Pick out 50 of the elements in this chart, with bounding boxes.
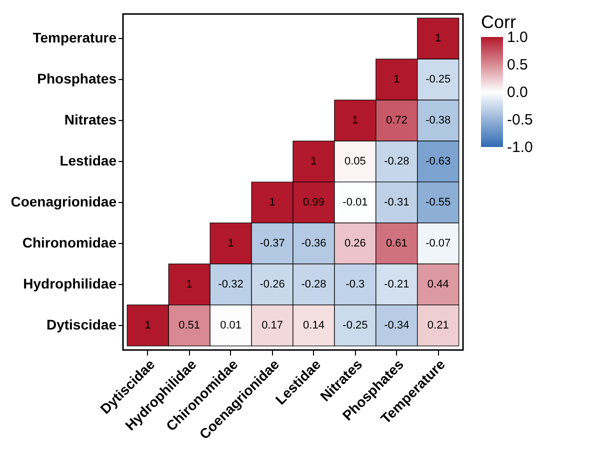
y-tick-label: Hydrophilidae: [23, 275, 117, 292]
y-tick-label: Dytiscidae: [46, 316, 117, 332]
data-label: 1: [352, 114, 358, 127]
data-label: -0.55: [426, 196, 451, 208]
data-label: -0.01: [342, 196, 368, 208]
data-label: 1: [186, 278, 192, 290]
color-bar-label: -0.5: [507, 112, 533, 128]
data-label: 1: [394, 74, 400, 86]
data-label: -0.34: [384, 319, 410, 332]
data-label: -0.31: [384, 196, 410, 208]
data-label: 0.26: [344, 237, 366, 250]
data-label: 0.51: [178, 319, 200, 332]
data-label: 0.61: [386, 237, 408, 250]
data-label: -0.37: [260, 237, 285, 250]
data-label: 1: [269, 196, 276, 208]
data-label: 0.99: [303, 196, 324, 208]
data-label: -0.63: [426, 156, 451, 168]
data-label: -0.25: [426, 74, 451, 86]
data-label: 1: [144, 319, 151, 332]
y-tick-label: Lestidae: [60, 152, 117, 169]
color-bar-label: 0.5: [507, 56, 528, 74]
data-label: 0.01: [220, 319, 242, 332]
data-label: -0.26: [260, 278, 285, 290]
data-label: -0.3: [346, 278, 365, 290]
data-label: -0.25: [342, 319, 368, 332]
data-label: -0.32: [218, 278, 244, 290]
data-label: 0.72: [386, 114, 408, 127]
legend-title: Corr: [481, 12, 516, 32]
data-label: 0.44: [427, 278, 449, 290]
y-tick-label: Chironomidae: [22, 234, 117, 250]
color-bar-label: 0.0: [507, 84, 528, 101]
y-tick-label: Coenagrionidae: [10, 193, 117, 210]
data-label: 1: [310, 156, 317, 168]
data-label: -0.21: [384, 278, 410, 290]
data-label: -0.38: [426, 114, 451, 127]
data-label: 1: [228, 237, 234, 250]
y-tick-label: Temperature: [32, 30, 117, 46]
data-label: 0.17: [262, 319, 283, 332]
data-label: -0.07: [426, 237, 451, 250]
data-label: 0.21: [427, 319, 449, 332]
data-label: 0.14: [303, 319, 324, 332]
color-bar-label: 1.0: [507, 29, 528, 46]
y-tick-label: Nitrates: [64, 112, 117, 128]
data-label: 1: [435, 32, 442, 45]
y-tick-label: Phosphates: [37, 70, 117, 87]
color-bar-label: -1.0: [507, 139, 533, 156]
data-label: -0.28: [301, 278, 326, 290]
data-label: -0.36: [301, 237, 326, 250]
data-label: 0.05: [344, 156, 366, 168]
data-label: -0.28: [384, 156, 410, 168]
